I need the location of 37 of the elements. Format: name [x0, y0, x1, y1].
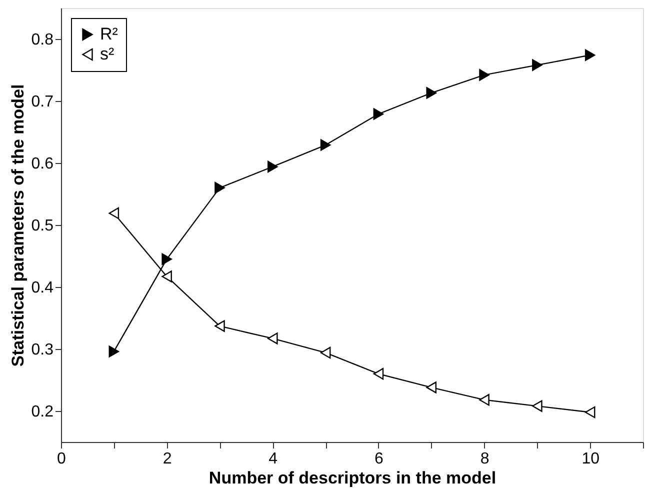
x-tick-label: 4 — [268, 450, 278, 468]
x-tick-label: 2 — [162, 450, 172, 468]
x-tick-label: 6 — [374, 450, 384, 468]
point — [532, 59, 542, 71]
y-tick-label: 0.3 — [31, 342, 54, 358]
point — [373, 108, 384, 120]
y-tick-label: 0.5 — [31, 218, 54, 234]
point — [532, 400, 542, 412]
point — [214, 320, 225, 332]
y-axis-title: Statistical parameters of the model — [8, 84, 28, 367]
x-tick-label: 8 — [480, 450, 490, 468]
point — [479, 69, 490, 81]
y-tick-label: 0.7 — [31, 94, 54, 110]
x-axis-title: Number of descriptors in the model — [208, 468, 496, 488]
point — [320, 139, 331, 151]
point — [584, 406, 596, 418]
point — [373, 368, 384, 380]
point — [162, 270, 172, 282]
point — [320, 346, 331, 359]
x-tick-label: 0 — [57, 450, 66, 468]
point — [426, 87, 437, 99]
y-tick-label: 0.8 — [31, 32, 54, 48]
point — [479, 394, 490, 406]
point — [108, 207, 120, 220]
y-tick-label: 0.6 — [31, 156, 54, 172]
point — [584, 49, 596, 61]
y-tick-label: 0.2 — [31, 404, 54, 420]
legend-label: R² — [100, 24, 118, 44]
point — [426, 382, 437, 394]
x-tick-label: 10 — [582, 450, 600, 468]
point — [267, 332, 278, 344]
y-tick-label: 0.4 — [31, 280, 54, 296]
point — [267, 160, 278, 173]
point — [162, 253, 172, 265]
legend-label: s² — [100, 44, 114, 64]
point — [214, 182, 225, 194]
point — [108, 346, 120, 358]
